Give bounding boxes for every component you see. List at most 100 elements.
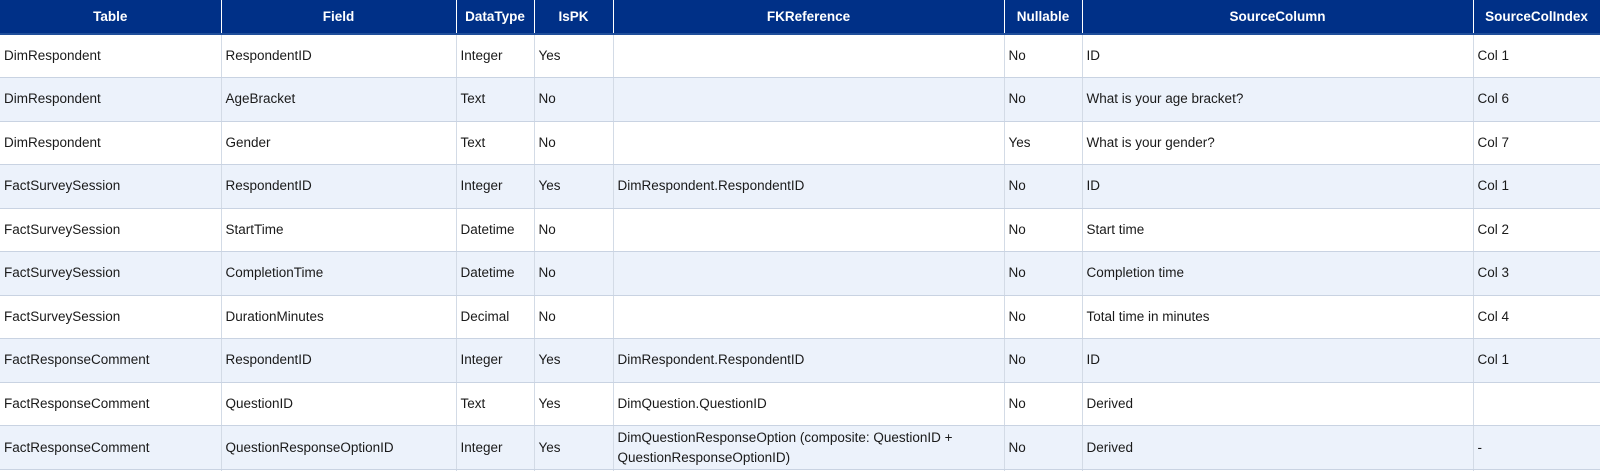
cell-field[interactable]: Gender bbox=[221, 121, 457, 165]
cell-field[interactable]: CompletionTime bbox=[221, 251, 457, 296]
cell-sourcecolumn[interactable]: ID bbox=[1082, 164, 1474, 209]
cell-empty[interactable] bbox=[534, 469, 614, 471]
cell-sourcecolindex[interactable]: Col 1 bbox=[1473, 338, 1600, 383]
cell-ispk[interactable]: No bbox=[534, 121, 614, 165]
cell-fkreference[interactable] bbox=[613, 295, 1005, 339]
cell-datatype[interactable]: Integer bbox=[456, 34, 535, 78]
cell-table[interactable]: FactSurveySession bbox=[0, 251, 222, 296]
cell-nullable[interactable]: No bbox=[1004, 338, 1083, 383]
cell-sourcecolindex[interactable]: - bbox=[1473, 425, 1600, 470]
cell-sourcecolindex[interactable]: Col 1 bbox=[1473, 34, 1600, 78]
cell-ispk[interactable]: No bbox=[534, 77, 614, 122]
cell-sourcecolumn[interactable]: What is your age bracket? bbox=[1082, 77, 1474, 122]
column-header-table[interactable]: Table bbox=[0, 0, 222, 35]
cell-table[interactable]: DimRespondent bbox=[0, 34, 222, 78]
cell-fkreference[interactable] bbox=[613, 251, 1005, 296]
cell-table[interactable]: FactSurveySession bbox=[0, 208, 222, 252]
column-header-datatype[interactable]: DataType bbox=[456, 0, 535, 35]
column-header-sourcecolumn[interactable]: SourceColumn bbox=[1082, 0, 1474, 35]
cell-sourcecolindex[interactable]: Col 3 bbox=[1473, 251, 1600, 296]
cell-fkreference[interactable]: DimQuestion.QuestionID bbox=[613, 382, 1005, 426]
cell-ispk[interactable]: No bbox=[534, 295, 614, 339]
cell-datatype[interactable]: Integer bbox=[456, 164, 535, 209]
cell-nullable[interactable]: No bbox=[1004, 425, 1083, 470]
cell-sourcecolumn[interactable]: Derived bbox=[1082, 382, 1474, 426]
cell-nullable[interactable]: No bbox=[1004, 295, 1083, 339]
cell-sourcecolindex[interactable]: Col 7 bbox=[1473, 121, 1600, 165]
cell-sourcecolumn[interactable]: Derived bbox=[1082, 425, 1474, 470]
cell-empty[interactable] bbox=[221, 469, 457, 471]
cell-table[interactable]: FactSurveySession bbox=[0, 164, 222, 209]
cell-field[interactable]: RespondentID bbox=[221, 338, 457, 383]
cell-datatype[interactable]: Integer bbox=[456, 425, 535, 470]
cell-fkreference[interactable] bbox=[613, 121, 1005, 165]
cell-sourcecolindex[interactable] bbox=[1473, 382, 1600, 426]
cell-nullable[interactable]: No bbox=[1004, 251, 1083, 296]
cell-empty[interactable] bbox=[456, 469, 535, 471]
cell-datatype[interactable]: Text bbox=[456, 77, 535, 122]
cell-datatype[interactable]: Datetime bbox=[456, 251, 535, 296]
cell-empty[interactable] bbox=[1082, 469, 1474, 471]
cell-field[interactable]: RespondentID bbox=[221, 34, 457, 78]
cell-datatype[interactable]: Text bbox=[456, 121, 535, 165]
cell-empty[interactable] bbox=[0, 469, 222, 471]
cell-field[interactable]: StartTime bbox=[221, 208, 457, 252]
cell-fkreference[interactable]: DimQuestionResponseOption (composite: Qu… bbox=[613, 425, 1005, 470]
cell-table[interactable]: FactResponseComment bbox=[0, 338, 222, 383]
cell-fkreference[interactable] bbox=[613, 77, 1005, 122]
cell-fkreference[interactable]: DimRespondent.RespondentID bbox=[613, 338, 1005, 383]
cell-sourcecolindex[interactable]: Col 1 bbox=[1473, 164, 1600, 209]
table-row: DimRespondent Gender Text No Yes What is… bbox=[0, 121, 1600, 165]
cell-sourcecolumn[interactable]: Completion time bbox=[1082, 251, 1474, 296]
cell-ispk[interactable]: Yes bbox=[534, 338, 614, 383]
column-header-fkreference[interactable]: FKReference bbox=[613, 0, 1005, 35]
cell-datatype[interactable]: Text bbox=[456, 382, 535, 426]
column-header-field[interactable]: Field bbox=[221, 0, 457, 35]
cell-datatype[interactable]: Integer bbox=[456, 338, 535, 383]
cell-empty[interactable] bbox=[613, 469, 1005, 471]
cell-field[interactable]: AgeBracket bbox=[221, 77, 457, 122]
cell-nullable[interactable]: No bbox=[1004, 382, 1083, 426]
cell-ispk[interactable]: No bbox=[534, 251, 614, 296]
cell-datatype[interactable]: Datetime bbox=[456, 208, 535, 252]
cell-sourcecolumn[interactable]: Total time in minutes bbox=[1082, 295, 1474, 339]
cell-field[interactable]: DurationMinutes bbox=[221, 295, 457, 339]
column-header-sourcecolindex[interactable]: SourceColIndex bbox=[1473, 0, 1600, 35]
cell-ispk[interactable]: Yes bbox=[534, 164, 614, 209]
cell-table[interactable]: DimRespondent bbox=[0, 77, 222, 122]
table-row: DimRespondent RespondentID Integer Yes N… bbox=[0, 34, 1600, 78]
cell-nullable[interactable]: No bbox=[1004, 77, 1083, 122]
cell-ispk[interactable]: Yes bbox=[534, 382, 614, 426]
table-row: FactSurveySession RespondentID Integer Y… bbox=[0, 164, 1600, 209]
cell-nullable[interactable]: No bbox=[1004, 164, 1083, 209]
cell-table[interactable]: DimRespondent bbox=[0, 121, 222, 165]
cell-sourcecolindex[interactable]: Col 2 bbox=[1473, 208, 1600, 252]
cell-ispk[interactable]: No bbox=[534, 208, 614, 252]
cell-fkreference[interactable]: DimRespondent.RespondentID bbox=[613, 164, 1005, 209]
cell-nullable[interactable]: No bbox=[1004, 34, 1083, 78]
cell-field[interactable]: QuestionID bbox=[221, 382, 457, 426]
cell-table[interactable]: FactResponseComment bbox=[0, 425, 222, 470]
cell-sourcecolindex[interactable]: Col 6 bbox=[1473, 77, 1600, 122]
cell-empty[interactable] bbox=[1004, 469, 1083, 471]
cell-ispk[interactable]: Yes bbox=[534, 425, 614, 470]
cell-fkreference[interactable] bbox=[613, 208, 1005, 252]
cell-sourcecolumn[interactable]: What is your gender? bbox=[1082, 121, 1474, 165]
cell-table[interactable]: FactSurveySession bbox=[0, 295, 222, 339]
table-row: FactResponseComment RespondentID Integer… bbox=[0, 338, 1600, 383]
cell-sourcecolumn[interactable]: Start time bbox=[1082, 208, 1474, 252]
cell-fkreference[interactable] bbox=[613, 34, 1005, 78]
cell-ispk[interactable]: Yes bbox=[534, 34, 614, 78]
cell-nullable[interactable]: No bbox=[1004, 208, 1083, 252]
cell-sourcecolumn[interactable]: ID bbox=[1082, 34, 1474, 78]
cell-sourcecolumn[interactable]: ID bbox=[1082, 338, 1474, 383]
cell-sourcecolindex[interactable]: Col 4 bbox=[1473, 295, 1600, 339]
cell-field[interactable]: RespondentID bbox=[221, 164, 457, 209]
cell-nullable[interactable]: Yes bbox=[1004, 121, 1083, 165]
cell-table[interactable]: FactResponseComment bbox=[0, 382, 222, 426]
column-header-ispk[interactable]: IsPK bbox=[534, 0, 614, 35]
table-row: FactSurveySession CompletionTime Datetim… bbox=[0, 251, 1600, 296]
column-header-nullable[interactable]: Nullable bbox=[1004, 0, 1083, 35]
cell-datatype[interactable]: Decimal bbox=[456, 295, 535, 339]
cell-field[interactable]: QuestionResponseOptionID bbox=[221, 425, 457, 470]
